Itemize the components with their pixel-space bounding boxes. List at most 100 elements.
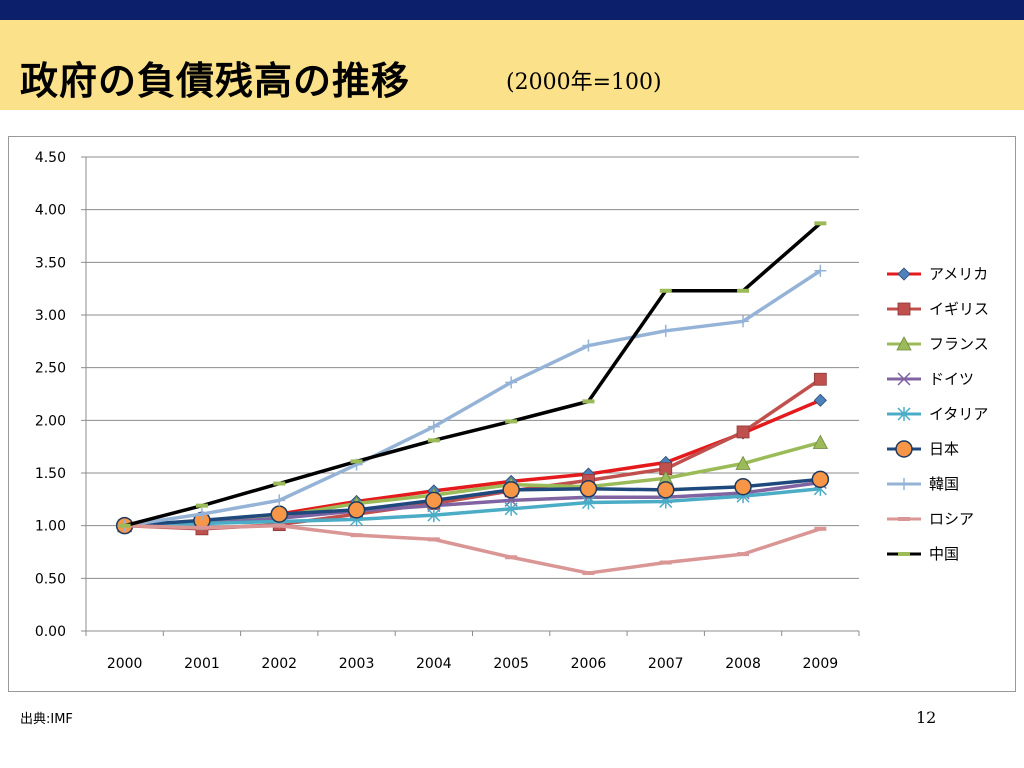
legend-label: 中国 xyxy=(929,545,959,563)
data-point xyxy=(582,571,595,576)
y-tick-label: 1.00 xyxy=(35,519,66,535)
series-line xyxy=(124,377,822,531)
data-point xyxy=(425,491,443,510)
x-tick-label: 2001 xyxy=(184,656,220,672)
data-point xyxy=(657,481,675,499)
x-tick-label: 2002 xyxy=(261,656,297,672)
data-point xyxy=(736,425,750,439)
source-note: 出典:IMF xyxy=(20,712,73,727)
slide-subtitle: (2000年=100) xyxy=(506,70,662,95)
data-point xyxy=(273,523,286,528)
top-bar xyxy=(0,0,1024,20)
series-line xyxy=(124,222,822,528)
x-tick-label: 2004 xyxy=(416,656,452,672)
data-point xyxy=(659,288,672,293)
data-point xyxy=(582,339,595,352)
data-point xyxy=(270,505,288,523)
x-tick-label: 2007 xyxy=(648,656,684,672)
title-band xyxy=(0,20,1024,110)
legend-marker xyxy=(898,478,910,490)
legend-label: ドイツ xyxy=(929,370,974,388)
series-8 xyxy=(118,221,827,528)
legend-label: イタリア xyxy=(929,405,988,423)
data-point xyxy=(737,288,750,293)
legend-marker xyxy=(898,552,910,556)
data-point xyxy=(195,508,208,521)
legend-label: アメリカ xyxy=(929,265,988,283)
legend-marker xyxy=(897,267,911,281)
data-point xyxy=(582,399,595,404)
legend-item: アメリカ xyxy=(887,265,988,283)
marker-stroke xyxy=(897,372,911,386)
data-point xyxy=(579,480,598,498)
data-point xyxy=(505,555,518,560)
legend-item: 韓国 xyxy=(887,475,959,493)
legend-item: イタリア xyxy=(887,405,988,423)
data-point xyxy=(505,419,518,424)
data-point xyxy=(427,438,440,443)
legend-label: フランス xyxy=(929,335,989,353)
data-point xyxy=(813,393,827,407)
data-point xyxy=(118,523,131,528)
y-tick-label: 4.50 xyxy=(35,150,66,166)
data-point xyxy=(734,477,752,496)
legend-label: 日本 xyxy=(929,440,959,458)
legend-item: フランス xyxy=(887,335,989,353)
data-point xyxy=(273,481,286,486)
y-tick-label: 3.00 xyxy=(35,308,66,324)
data-point xyxy=(737,315,750,328)
legend-item: 中国 xyxy=(887,545,959,563)
series-line xyxy=(124,398,822,528)
x-tick-label: 2005 xyxy=(493,656,529,672)
data-point xyxy=(659,560,672,565)
legend-label: ロシア xyxy=(929,510,974,528)
y-tick-label: 4.00 xyxy=(35,203,66,219)
legend-item: ドイツ xyxy=(887,370,974,388)
data-point xyxy=(347,501,366,519)
data-point xyxy=(427,508,441,523)
data-point xyxy=(350,459,363,464)
data-point xyxy=(737,552,750,557)
data-point xyxy=(735,455,751,470)
x-tick-label: 2008 xyxy=(725,656,761,672)
y-tick-label: 1.50 xyxy=(35,466,66,482)
legend-label: イギリス xyxy=(929,300,989,318)
x-tick-label: 2006 xyxy=(571,656,607,672)
data-point xyxy=(273,494,286,507)
data-point xyxy=(505,376,518,389)
y-tick-label: 3.50 xyxy=(35,255,66,271)
data-point xyxy=(581,495,595,510)
y-tick-label: 0.50 xyxy=(35,571,66,587)
data-point xyxy=(811,470,830,489)
data-point xyxy=(812,434,829,449)
x-tick-label: 2000 xyxy=(107,656,143,672)
data-point xyxy=(504,501,518,516)
series-line xyxy=(124,523,821,575)
series-7 xyxy=(118,523,827,576)
line-chart: 0.00 0.50 1.00 1.50 2.00 2.50 3.00 3.50 4.00 4.50… xyxy=(35,150,989,672)
data-point xyxy=(659,324,672,337)
legend-marker xyxy=(897,372,911,386)
legend-marker xyxy=(897,302,911,316)
legend-marker xyxy=(895,440,913,458)
legend-marker xyxy=(896,336,912,351)
chart-frame: 0.00 0.50 1.00 1.50 2.00 2.50 3.00 3.50 4.00 4.50… xyxy=(8,136,1016,692)
y-tick-label: 2.50 xyxy=(35,361,66,377)
legend-item: ロシア xyxy=(887,510,974,528)
series-line xyxy=(124,477,821,528)
page-number: 12 xyxy=(916,708,937,727)
legend-item: イギリス xyxy=(887,300,989,318)
data-point xyxy=(814,526,827,531)
y-tick-label: 0.00 xyxy=(35,624,66,640)
series-line xyxy=(124,269,822,528)
legend-item: 日本 xyxy=(887,440,959,458)
series-line xyxy=(124,487,821,528)
legend-marker xyxy=(898,517,910,521)
data-point xyxy=(195,503,208,508)
x-tick-label: 2009 xyxy=(803,656,839,672)
legend-marker xyxy=(897,407,911,421)
data-point xyxy=(427,420,440,433)
data-point xyxy=(814,221,827,226)
series-5 xyxy=(115,470,830,535)
